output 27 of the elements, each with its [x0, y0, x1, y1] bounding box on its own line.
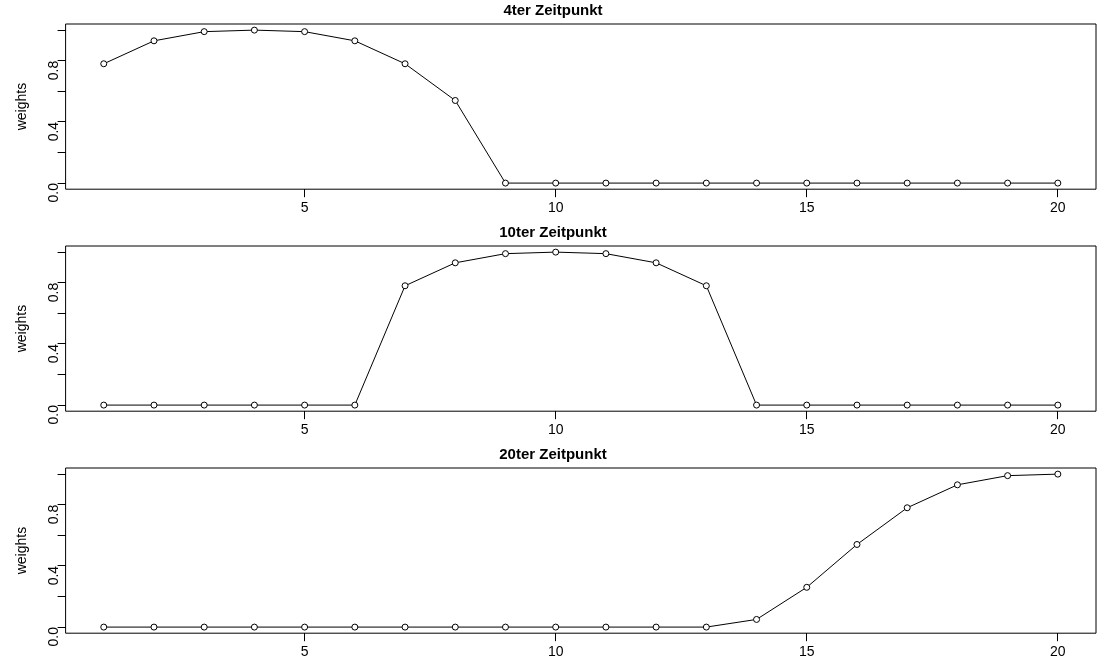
y-axis-title: weights — [13, 304, 30, 354]
chart-title: 4ter Zeitpunkt — [503, 1, 603, 19]
chart-title: 10ter Zeitpunkt — [499, 223, 607, 241]
chart-title: 20ter Zeitpunkt — [499, 445, 607, 463]
x-tick-label: 20 — [1050, 421, 1066, 438]
x-tick-label: 10 — [547, 421, 564, 438]
x-tick-label: 5 — [300, 643, 309, 660]
y-tick-label: 0.4 — [45, 343, 62, 364]
y-tick-label: 0.4 — [45, 565, 62, 586]
y-tick-label: 0.0 — [45, 182, 62, 203]
y-tick-label: 0.0 — [45, 626, 62, 647]
x-tick-label: 20 — [1050, 643, 1066, 660]
y-axis-title: weights — [13, 82, 30, 132]
y-axis-title: weights — [13, 526, 30, 576]
y-tick-label: 0.8 — [45, 282, 62, 303]
y-tick-label: 0.8 — [45, 60, 62, 81]
y-tick-label: 0.8 — [45, 504, 62, 525]
x-tick-label: 20 — [1050, 199, 1066, 216]
y-tick-label: 0.4 — [45, 121, 62, 142]
x-tick-label: 15 — [798, 643, 815, 660]
x-tick-label: 5 — [300, 199, 309, 216]
x-tick-label: 10 — [547, 643, 564, 660]
x-tick-label: 15 — [798, 199, 815, 216]
y-tick-label: 0.0 — [45, 404, 62, 425]
x-tick-label: 10 — [547, 199, 564, 216]
x-tick-label: 15 — [798, 421, 815, 438]
x-tick-label: 5 — [300, 421, 309, 438]
